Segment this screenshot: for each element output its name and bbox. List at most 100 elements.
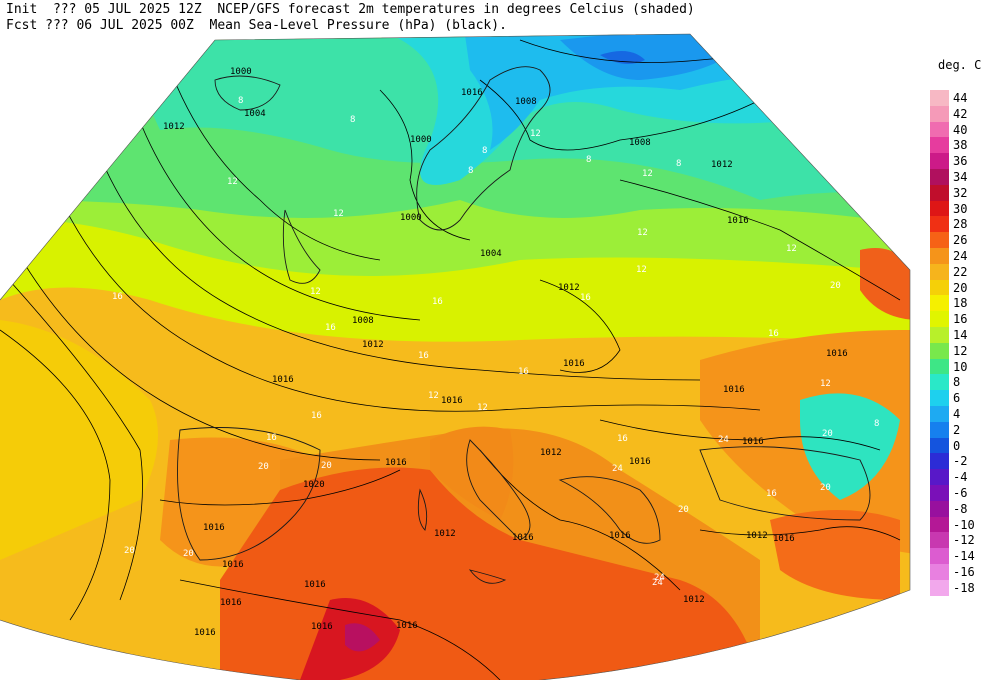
legend-swatch (930, 121, 949, 138)
temp-label: 12 (786, 244, 797, 254)
legend-label: 6 (953, 391, 961, 406)
isobar-label: 1016 (222, 560, 244, 570)
temp-label: 24 (654, 573, 665, 583)
legend-entry: -16 (930, 564, 1000, 580)
temp-label: 8 (586, 155, 591, 165)
isobar-label: 1016 (609, 531, 631, 541)
temp-label: 20 (820, 483, 831, 493)
coastlines (177, 66, 871, 584)
legend-swatch (930, 327, 949, 343)
legend-entry: 36 (930, 153, 1000, 170)
legend-label: 34 (953, 170, 968, 184)
temp-label: 20 (124, 546, 135, 556)
legend-entry: 2 (930, 421, 1000, 438)
legend-label: -6 (953, 486, 968, 500)
isobar-label: 1016 (723, 385, 745, 395)
isobar-label: 1012 (540, 448, 562, 458)
legend-entry: 16 (930, 311, 1000, 328)
legend-entry: 8 (930, 374, 1000, 391)
legend-entry: 18 (930, 295, 1000, 312)
legend-swatch (930, 358, 949, 375)
isobar-label: 1012 (746, 531, 768, 541)
isobar-label: 1016 (826, 349, 848, 359)
temp-label: 12 (530, 129, 541, 139)
temp-label: 8 (676, 159, 681, 169)
legend-entry: 4 (930, 406, 1000, 422)
temp-label: 8 (874, 419, 879, 429)
temp-label: 12 (820, 379, 831, 389)
legend-swatch (930, 248, 949, 264)
temp-label: 16 (580, 293, 591, 303)
legend-entry: 28 (930, 216, 1000, 233)
legend-swatch (930, 500, 949, 517)
legend-entry: -4 (930, 469, 1000, 486)
isobar-label: 1016 (629, 457, 651, 467)
legend-swatch (930, 516, 949, 533)
legend-swatch (930, 216, 949, 233)
legend-swatch (930, 153, 949, 170)
isobar-label: 1016 (385, 458, 407, 468)
legend-label: -12 (953, 533, 975, 548)
temp-label: 8 (238, 96, 243, 106)
legend-label: -8 (953, 501, 968, 516)
legend-label: 20 (953, 280, 968, 295)
isobar-label: 1016 (396, 621, 418, 631)
legend-entry: 14 (930, 327, 1000, 343)
legend-swatch (930, 311, 949, 328)
legend-label: -10 (953, 517, 975, 532)
legend-label: 28 (953, 217, 968, 232)
legend-entry: 42 (930, 105, 1000, 122)
legend-label: 2 (953, 422, 961, 437)
temp-label: 16 (518, 367, 529, 377)
temp-label: 20 (258, 462, 269, 472)
legend-swatch (930, 263, 949, 280)
legend-label: 8 (953, 375, 961, 390)
temp-label: 12 (227, 177, 238, 187)
legend-entry: 20 (930, 279, 1000, 296)
isobar-label: 1016 (563, 359, 585, 369)
isobar-label: 1012 (711, 160, 733, 170)
isobar-label: 1016 (742, 437, 764, 447)
temp-label: 16 (112, 292, 123, 302)
temp-label: 12 (428, 391, 439, 401)
isobar-label: 1000 (400, 213, 422, 223)
legend-swatch (930, 406, 949, 422)
legend-label: -14 (953, 549, 975, 564)
legend-entry: 22 (930, 263, 1000, 280)
legend-label: -4 (953, 470, 968, 485)
map-frame (0, 33, 911, 680)
legend-label: 0 (953, 438, 961, 453)
legend-swatch (930, 390, 949, 407)
legend-title: deg. C (938, 58, 982, 72)
temp-label: 24 (718, 435, 729, 445)
temp-label: 8 (468, 166, 473, 176)
isobar-label: 1012 (558, 283, 580, 293)
legend-label: 4 (953, 407, 961, 421)
temp-label: 12 (310, 287, 321, 297)
legend-swatch (930, 421, 949, 438)
isobar-label: 1016 (194, 628, 216, 638)
legend-label: 36 (953, 154, 968, 169)
legend-swatch (930, 295, 949, 312)
isobar-label: 1020 (303, 480, 325, 490)
legend-entry: 32 (930, 184, 1000, 201)
forecast-init-line: Init ??? 05 JUL 2025 12Z NCEP/GFS foreca… (6, 2, 695, 17)
legend-label: 32 (953, 185, 968, 200)
legend-swatch (930, 548, 949, 565)
isobar-label: 1016 (773, 534, 795, 544)
legend-label: 26 (953, 233, 968, 248)
legend-label: 40 (953, 122, 968, 137)
legend-entry: 26 (930, 232, 1000, 249)
legend-label: -18 (953, 580, 975, 595)
temp-label: 16 (432, 297, 443, 307)
temp-label: 16 (311, 411, 322, 421)
isobar-label: 1016 (461, 88, 483, 98)
forecast-valid-line: Fcst ??? 06 JUL 2025 00Z Mean Sea-Level … (6, 18, 507, 33)
temp-label: 12 (637, 228, 648, 238)
temp-label: 12 (636, 265, 647, 275)
legend-swatch (930, 137, 949, 154)
temp-label: 20 (822, 429, 833, 439)
legend-label: 24 (953, 249, 968, 263)
legend-swatch (930, 169, 949, 185)
